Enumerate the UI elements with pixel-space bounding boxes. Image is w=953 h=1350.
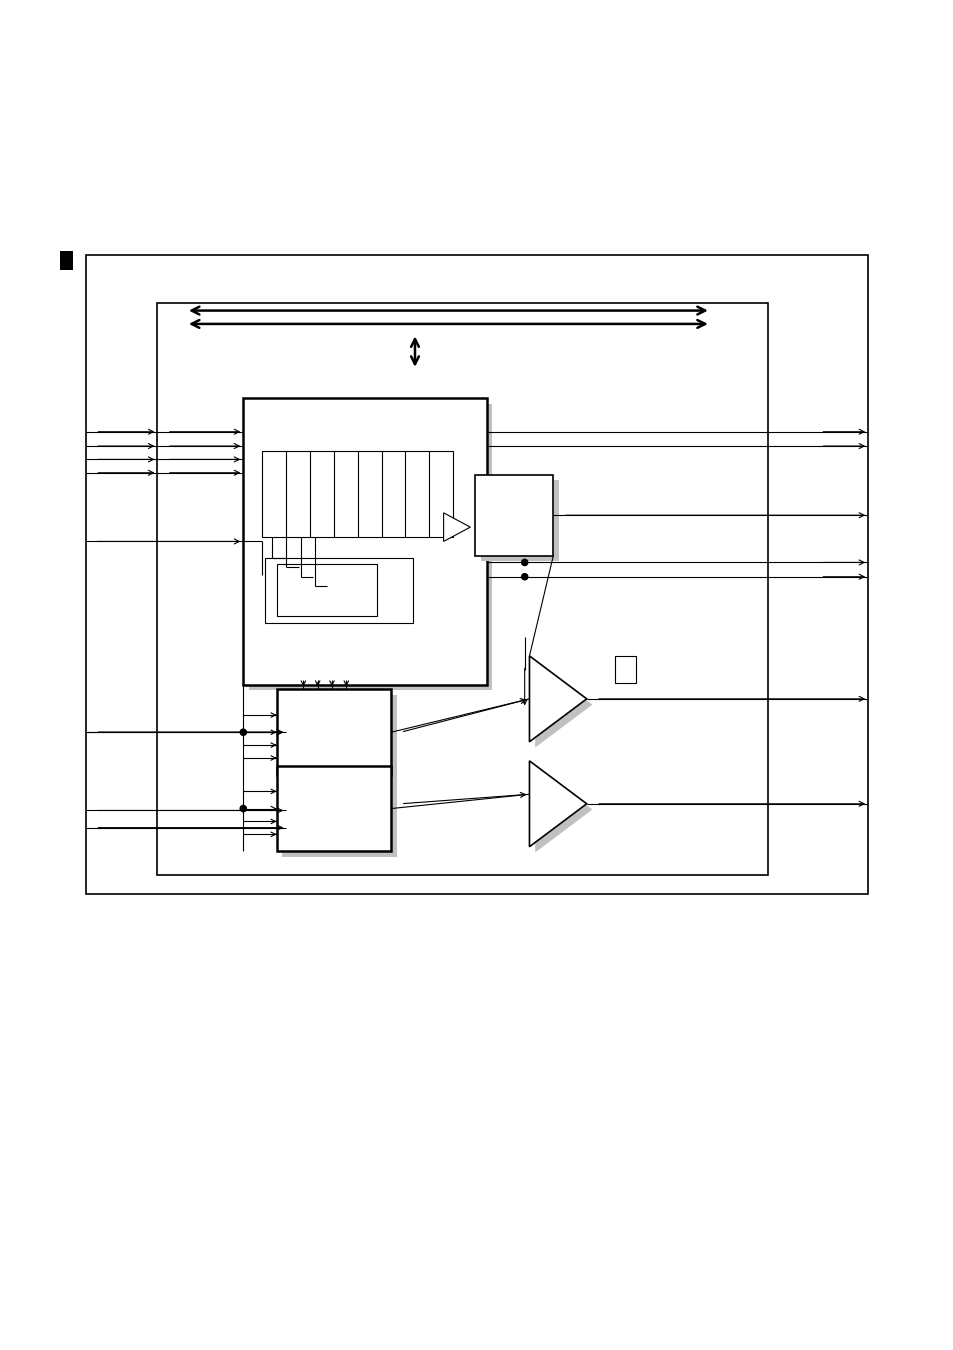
Bar (475, 475, 553, 556)
Circle shape (239, 729, 247, 736)
Circle shape (520, 572, 528, 580)
Bar (157, 302, 767, 875)
Polygon shape (535, 662, 592, 748)
Bar (615, 656, 636, 683)
Bar (243, 398, 486, 684)
Bar (86, 255, 867, 895)
Bar (265, 558, 413, 622)
Bar (282, 771, 396, 857)
Circle shape (239, 805, 247, 813)
Bar (276, 690, 391, 775)
Bar (480, 481, 558, 562)
Bar (60, 251, 72, 270)
Polygon shape (535, 767, 592, 852)
Circle shape (520, 559, 528, 566)
Bar (282, 695, 396, 780)
Bar (276, 765, 391, 852)
Bar (262, 451, 453, 537)
Bar (249, 404, 492, 690)
Polygon shape (443, 513, 470, 541)
Bar (276, 564, 376, 616)
Polygon shape (529, 761, 586, 846)
Polygon shape (529, 656, 586, 741)
